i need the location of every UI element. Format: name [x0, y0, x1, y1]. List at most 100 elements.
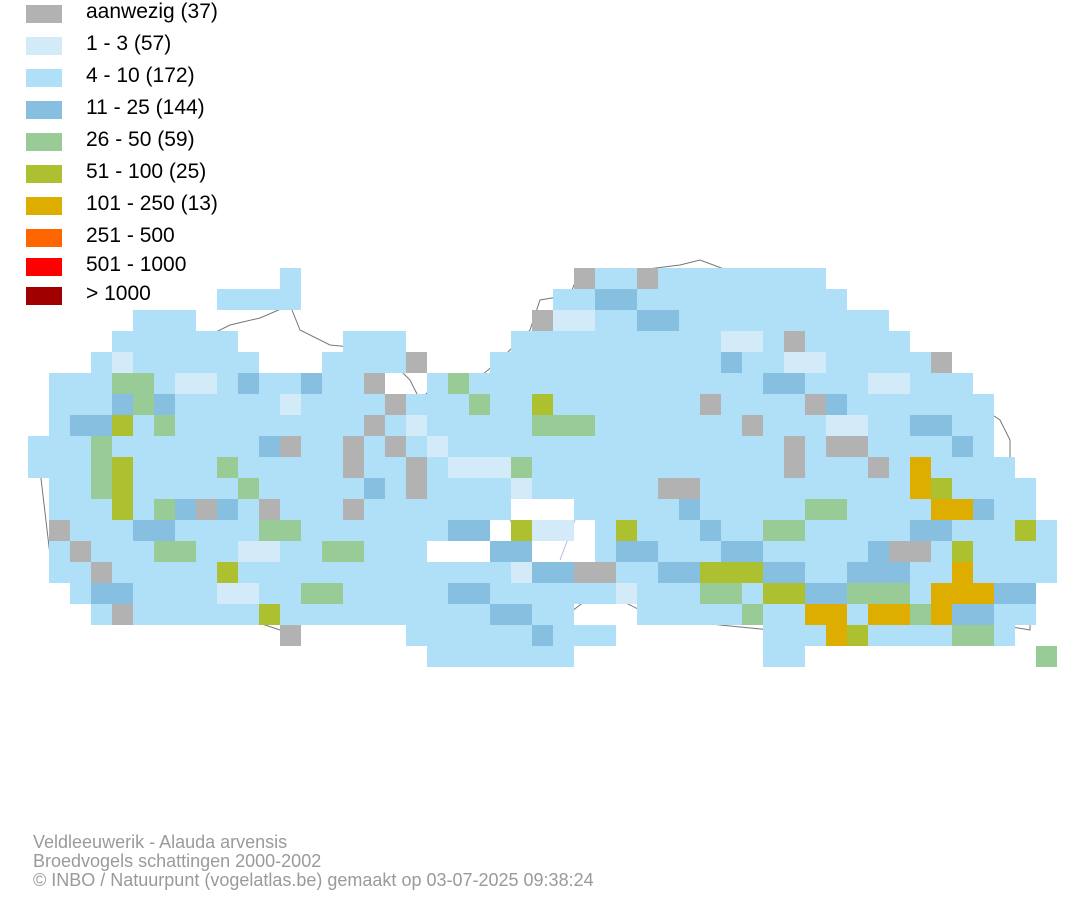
grid-cell	[679, 583, 700, 604]
legend-swatch	[26, 5, 62, 23]
grid-cell	[196, 436, 217, 457]
grid-cell	[301, 415, 322, 436]
grid-cell	[91, 352, 112, 373]
grid-cell	[721, 436, 742, 457]
grid-cell	[721, 373, 742, 394]
grid-cell	[910, 478, 931, 499]
grid-cell	[196, 331, 217, 352]
grid-cell	[910, 541, 931, 562]
grid-cell	[553, 562, 574, 583]
grid-cell	[805, 289, 826, 310]
grid-cell	[595, 499, 616, 520]
grid-cell	[553, 415, 574, 436]
grid-cell	[1036, 520, 1057, 541]
grid-cell	[637, 499, 658, 520]
grid-cell	[154, 583, 175, 604]
grid-cell	[490, 478, 511, 499]
grid-cell	[763, 562, 784, 583]
grid-cell	[280, 541, 301, 562]
grid-cell	[1036, 562, 1057, 583]
grid-cell	[532, 562, 553, 583]
atlas-grid-cells	[28, 268, 1057, 667]
grid-cell	[112, 478, 133, 499]
grid-cell	[700, 331, 721, 352]
grid-cell	[280, 520, 301, 541]
grid-cell	[196, 520, 217, 541]
grid-cell	[742, 457, 763, 478]
grid-cell	[721, 457, 742, 478]
grid-cell	[511, 352, 532, 373]
grid-cell	[595, 373, 616, 394]
grid-cell	[217, 331, 238, 352]
grid-cell	[490, 583, 511, 604]
grid-cell	[889, 541, 910, 562]
grid-cell	[889, 604, 910, 625]
grid-cell	[805, 604, 826, 625]
grid-cell	[238, 415, 259, 436]
grid-cell	[637, 520, 658, 541]
grid-cell	[301, 583, 322, 604]
grid-cell	[427, 520, 448, 541]
grid-cell	[238, 499, 259, 520]
grid-cell	[700, 499, 721, 520]
grid-cell	[448, 394, 469, 415]
grid-cell	[994, 583, 1015, 604]
grid-cell	[805, 373, 826, 394]
grid-cell	[70, 373, 91, 394]
grid-cell	[490, 373, 511, 394]
grid-cell	[742, 562, 763, 583]
grid-cell	[847, 331, 868, 352]
grid-cell	[616, 541, 637, 562]
grid-cell	[658, 415, 679, 436]
grid-cell	[868, 541, 889, 562]
legend-swatch	[26, 287, 62, 305]
grid-cell	[679, 520, 700, 541]
grid-cell	[217, 562, 238, 583]
grid-cell	[868, 583, 889, 604]
grid-cell	[238, 373, 259, 394]
grid-cell	[574, 499, 595, 520]
grid-cell	[175, 499, 196, 520]
grid-cell	[784, 520, 805, 541]
grid-cell	[91, 436, 112, 457]
grid-cell	[133, 499, 154, 520]
legend-label: 26 - 50 (59)	[86, 128, 195, 151]
grid-cell	[133, 331, 154, 352]
grid-cell	[595, 625, 616, 646]
grid-cell	[343, 583, 364, 604]
grid-cell	[196, 415, 217, 436]
grid-cell	[280, 499, 301, 520]
grid-cell	[91, 541, 112, 562]
legend-swatch	[26, 133, 62, 151]
grid-cell	[175, 457, 196, 478]
grid-cell	[91, 583, 112, 604]
grid-cell	[847, 436, 868, 457]
grid-cell	[469, 583, 490, 604]
grid-cell	[175, 310, 196, 331]
grid-cell	[154, 436, 175, 457]
grid-cell	[259, 415, 280, 436]
grid-cell	[847, 415, 868, 436]
grid-cell	[49, 373, 70, 394]
grid-cell	[70, 457, 91, 478]
grid-cell	[847, 394, 868, 415]
grid-cell	[805, 310, 826, 331]
grid-cell	[931, 541, 952, 562]
grid-cell	[259, 604, 280, 625]
grid-cell	[70, 436, 91, 457]
grid-cell	[679, 436, 700, 457]
grid-cell	[574, 352, 595, 373]
grid-cell	[238, 583, 259, 604]
grid-cell	[490, 436, 511, 457]
grid-cell	[364, 436, 385, 457]
grid-cell	[805, 478, 826, 499]
grid-cell	[154, 394, 175, 415]
grid-cell	[742, 373, 763, 394]
grid-cell	[826, 583, 847, 604]
grid-cell	[427, 394, 448, 415]
grid-cell	[721, 352, 742, 373]
grid-cell	[700, 604, 721, 625]
grid-cell	[238, 520, 259, 541]
grid-cell	[91, 457, 112, 478]
grid-cell	[364, 373, 385, 394]
